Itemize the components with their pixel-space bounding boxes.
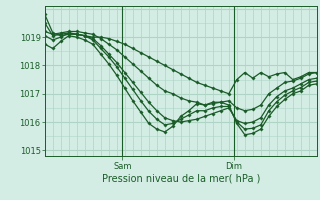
X-axis label: Pression niveau de la mer( hPa ): Pression niveau de la mer( hPa ) — [102, 173, 260, 183]
